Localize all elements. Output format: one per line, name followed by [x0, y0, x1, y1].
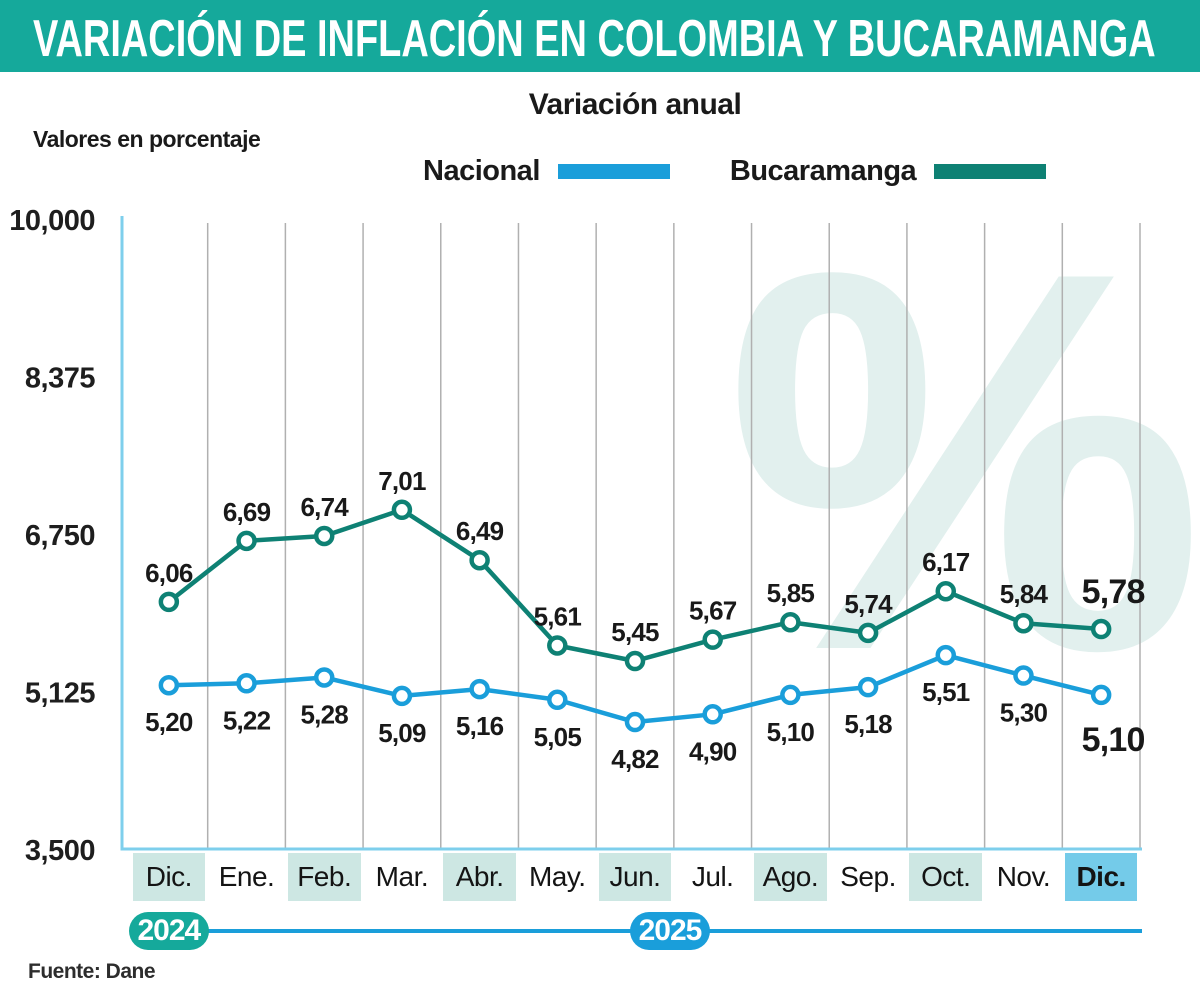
nacional-marker — [469, 678, 490, 700]
year-axis-line — [708, 929, 1142, 933]
nacional-marker — [158, 674, 180, 696]
bucaramanga-value-label: 5,45 — [611, 617, 659, 647]
legend-label-nacional: Nacional — [423, 154, 540, 187]
bucaramanga-marker — [1090, 618, 1112, 640]
bucaramanga-value-label: 5,74 — [844, 589, 893, 619]
nacional-value-label: 5,18 — [844, 709, 892, 739]
month-cell-7-jul: Jul. — [691, 861, 734, 892]
bucaramanga-value-label: 6,49 — [456, 516, 504, 546]
nacional-value-label: 5,22 — [223, 705, 271, 735]
source-note: Fuente: Dane — [28, 960, 156, 983]
nacional-marker — [391, 685, 413, 707]
y-axis-tick-label: 6,750 — [25, 520, 95, 552]
nacional-marker — [780, 684, 801, 706]
bucaramanga-value-label: 6,69 — [223, 497, 271, 527]
month-cell-4-abr: Abr. — [443, 853, 516, 901]
bucaramanga-marker — [702, 629, 723, 650]
nacional-value-label: 5,30 — [1000, 698, 1048, 728]
nacional-marker — [313, 667, 335, 688]
nacional-value-label: 5,10 — [1082, 721, 1145, 759]
nacional-value-label: 5,28 — [301, 699, 349, 729]
nacional-value-label: 5,20 — [145, 707, 193, 737]
nacional-marker — [1013, 665, 1034, 686]
bucaramanga-marker — [857, 622, 879, 644]
y-axis-tick-label: 3,500 — [25, 835, 95, 867]
bucaramanga-marker — [547, 635, 568, 656]
bucaramanga-marker — [236, 530, 257, 552]
nacional-marker — [547, 689, 568, 711]
nacional-marker — [236, 673, 257, 694]
nacional-value-label: 5,05 — [534, 722, 582, 752]
nacional-value-label: 4,90 — [689, 736, 737, 766]
legend-swatch-bucaramanga — [934, 163, 1047, 179]
bucaramanga-value-label: 5,78 — [1082, 573, 1145, 611]
nacional-marker — [1090, 684, 1112, 706]
page-title: VARIACIÓN DE INFLACIÓN EN COLOMBIA Y BUC… — [33, 10, 1156, 68]
header-bar: VARIACIÓN DE INFLACIÓN EN COLOMBIA Y BUC… — [0, 0, 1200, 72]
bucaramanga-marker — [313, 525, 335, 547]
month-cell-0-dic: Dic. — [132, 853, 206, 901]
nacional-marker — [857, 676, 879, 698]
nacional-value-label: 4,82 — [611, 744, 659, 774]
nacional-value-label: 5,16 — [456, 711, 504, 741]
y-axis-tick-label: 8,375 — [25, 363, 95, 395]
chart-subtitle: Variación anual — [528, 88, 742, 121]
y-axis-tick-label: 5,125 — [25, 678, 95, 710]
bucaramanga-value-label: 6,06 — [145, 558, 193, 588]
month-cell-12-dic: Dic. — [1064, 853, 1138, 901]
legend: Nacional Bucaramanga — [423, 154, 1047, 187]
nacional-value-label: 5,51 — [922, 677, 970, 707]
y-axis-tick-label: 10,000 — [9, 205, 95, 237]
bucaramanga-marker — [1013, 612, 1034, 634]
month-cell-10-oct: Oct. — [909, 853, 983, 901]
nacional-marker — [624, 711, 646, 733]
legend-swatch-nacional — [557, 163, 670, 179]
bucaramanga-marker — [469, 549, 490, 571]
bucaramanga-marker — [158, 591, 180, 613]
bucaramanga-marker — [391, 499, 413, 521]
bucaramanga-marker — [624, 650, 646, 672]
percent-watermark-icon: % — [725, 160, 1200, 763]
year-pill-2025: 2025 — [630, 912, 710, 950]
axis-units-note: Valores en porcentaje — [33, 126, 261, 152]
nacional-value-label: 5,09 — [378, 718, 426, 748]
month-cell-5-may: May. — [528, 861, 586, 892]
bucaramanga-marker — [780, 611, 801, 633]
bucaramanga-marker — [935, 580, 957, 602]
month-cell-11-nov: Nov. — [996, 861, 1051, 892]
year-pill-2024: 2024 — [128, 912, 209, 950]
month-cell-8-ago: Ago. — [754, 853, 827, 901]
nacional-marker — [935, 644, 957, 666]
bucaramanga-value-label: 5,85 — [767, 578, 815, 608]
nacional-value-label: 5,10 — [767, 717, 815, 747]
month-cell-2-feb: Feb. — [287, 853, 361, 901]
bucaramanga-value-label: 5,61 — [534, 601, 582, 631]
bucaramanga-value-label: 5,67 — [689, 596, 737, 626]
month-cell-1-ene: Ene. — [218, 861, 275, 892]
nacional-marker — [702, 704, 723, 725]
year-axis-line — [205, 929, 632, 933]
bucaramanga-value-label: 6,17 — [922, 547, 970, 577]
bucaramanga-value-label: 5,84 — [1000, 579, 1049, 609]
bucaramanga-value-label: 7,01 — [378, 466, 426, 496]
month-cell-9-sep: Sep. — [840, 861, 896, 892]
month-cell-6-jun: Jun. — [598, 853, 672, 901]
legend-label-bucaramanga: Bucaramanga — [729, 154, 917, 187]
bucaramanga-value-label: 6,74 — [301, 492, 350, 522]
month-cell-3-mar: Mar. — [375, 861, 429, 892]
